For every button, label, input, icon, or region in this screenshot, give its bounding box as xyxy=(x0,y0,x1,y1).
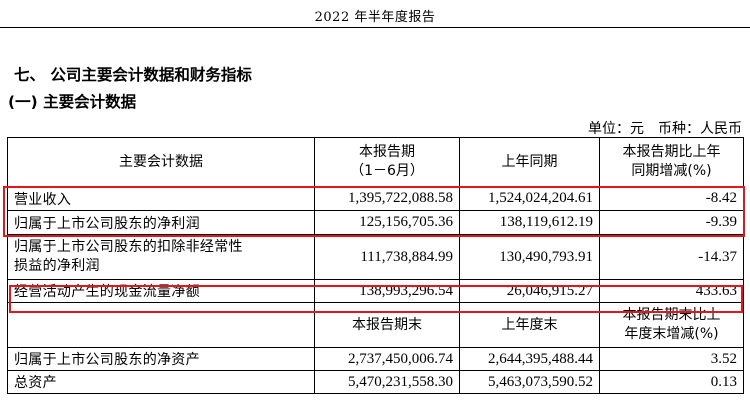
row-prior: 2,644,395,488.44 xyxy=(459,347,600,371)
header-item: 主要会计数据 xyxy=(7,137,315,187)
header-current-period: 本报告期 （1－6月） xyxy=(314,137,460,187)
table-row: 经营活动产生的现金流量净额 138,993,296.54 26,046,915.… xyxy=(7,279,744,303)
row-change: -9.39 xyxy=(599,210,744,235)
row-label: 营业收入 xyxy=(7,186,315,211)
header-prior-period: 上年同期 xyxy=(459,137,600,187)
subheader-change-line1: 本报告期末比上 xyxy=(622,307,721,323)
unit-line: 单位：元 币种：人民币 xyxy=(588,118,742,138)
row-current: 111,738,884.99 xyxy=(314,234,460,280)
row-label: 归属于上市公司股东的扣除非经常性 损益的净利润 xyxy=(7,234,315,280)
row-label: 总资产 xyxy=(7,370,315,394)
section-title: 七、 公司主要会计数据和财务指标 xyxy=(14,66,252,84)
row-current: 2,737,450,006.74 xyxy=(314,347,460,371)
row-label-line1: 归属于上市公司股东的扣除非经常性 xyxy=(14,239,243,255)
row-current: 138,993,296.54 xyxy=(314,279,460,303)
row-label: 归属于上市公司股东的净资产 xyxy=(7,347,315,371)
row-label: 经营活动产生的现金流量净额 xyxy=(7,279,315,303)
header-current-line1: 本报告期 xyxy=(359,144,415,160)
table-row: 总资产 5,470,231,558.30 5,463,073,590.52 0.… xyxy=(7,370,744,394)
subheader-change: 本报告期末比上 年度末增减(%) xyxy=(599,302,744,348)
header-current-line2: （1－6月） xyxy=(350,163,424,179)
row-change: 0.13 xyxy=(599,370,744,394)
row-prior: 138,119,612.19 xyxy=(459,210,600,235)
row-prior: 1,524,024,204.61 xyxy=(459,186,600,211)
row-prior: 5,463,073,590.52 xyxy=(459,370,600,394)
table-row: 归属于上市公司股东的净利润 125,156,705.36 138,119,612… xyxy=(7,210,744,235)
page-header: 2022 年半年度报告 xyxy=(314,10,436,25)
row-change: -8.42 xyxy=(599,186,744,211)
row-label: 归属于上市公司股东的净利润 xyxy=(7,210,315,235)
header-divider xyxy=(0,27,750,28)
subheader-prior-year-end: 上年度末 xyxy=(459,302,600,348)
table-header-row: 主要会计数据 本报告期 （1－6月） 上年同期 本报告期比上年 同期增减(%) xyxy=(7,137,744,187)
header-change: 本报告期比上年 同期增减(%) xyxy=(599,137,744,187)
row-label-line2: 损益的净利润 xyxy=(14,258,100,274)
row-change: 433.63 xyxy=(599,279,744,303)
subheader-change-line2: 年度末增减(%) xyxy=(624,326,719,342)
header-change-line1: 本报告期比上年 xyxy=(622,144,721,160)
table-subheader-row: 本报告期末 上年度末 本报告期末比上 年度末增减(%) xyxy=(7,302,744,348)
row-current: 125,156,705.36 xyxy=(314,210,460,235)
table-row: 营业收入 1,395,722,088.58 1,524,024,204.61 -… xyxy=(7,186,744,211)
row-prior: 26,046,915.27 xyxy=(459,279,600,303)
subheader-blank xyxy=(7,302,315,348)
currency-label: 币种：人民币 xyxy=(658,121,742,137)
row-current: 5,470,231,558.30 xyxy=(314,370,460,394)
row-prior: 130,490,793.91 xyxy=(459,234,600,280)
subheader-current-period-end: 本报告期末 xyxy=(314,302,460,348)
unit-label: 单位：元 xyxy=(588,121,644,137)
row-change: -14.37 xyxy=(599,234,744,280)
row-change: 3.52 xyxy=(599,347,744,371)
table-row: 归属于上市公司股东的扣除非经常性 损益的净利润 111,738,884.99 1… xyxy=(7,234,744,280)
subsection-title: (一) 主要会计数据 xyxy=(8,93,137,111)
header-change-line2: 同期增减(%) xyxy=(631,163,712,179)
row-current: 1,395,722,088.58 xyxy=(314,186,460,211)
table-row: 归属于上市公司股东的净资产 2,737,450,006.74 2,644,395… xyxy=(7,347,744,371)
accounting-data-table: 主要会计数据 本报告期 （1－6月） 上年同期 本报告期比上年 同期增减(%) … xyxy=(7,137,744,394)
